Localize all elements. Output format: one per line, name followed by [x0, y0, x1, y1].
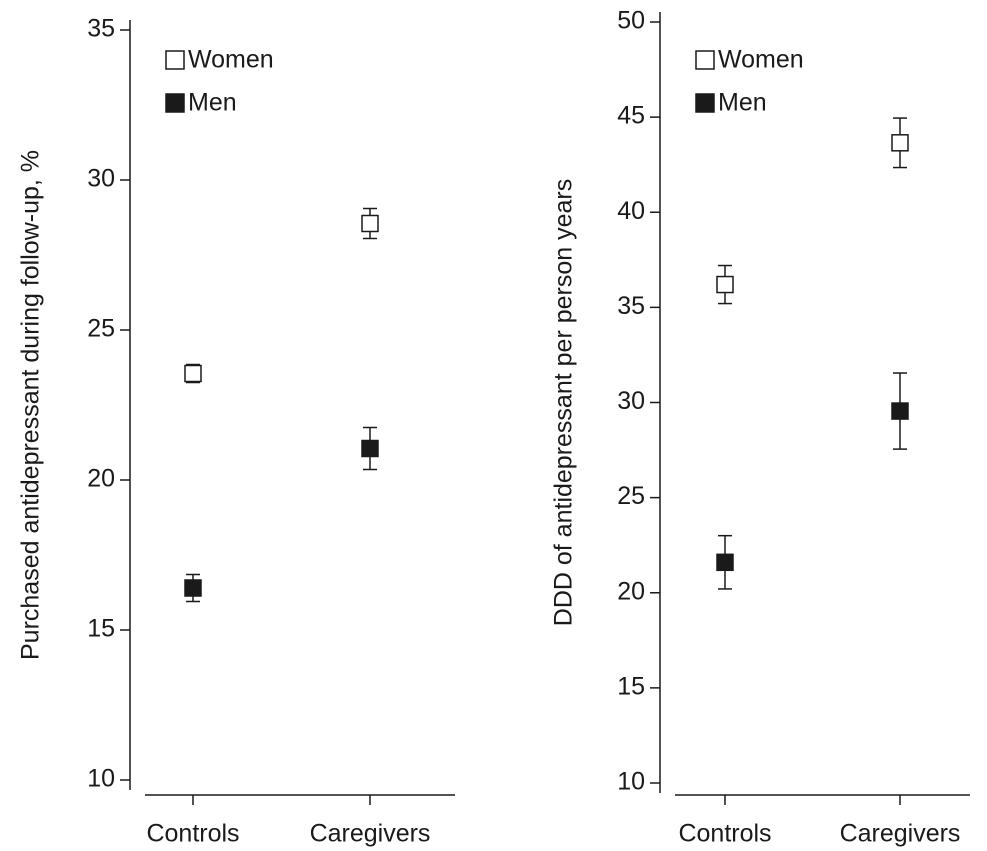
y-axis-title: DDD of antidepressant per person years	[550, 179, 578, 626]
marker	[184, 579, 202, 597]
marker	[361, 214, 379, 233]
x-tick-label: Controls	[146, 820, 239, 848]
y-axis-title: Purchased antidepressant during follow-u…	[17, 150, 45, 660]
legend-marker	[695, 50, 715, 70]
x-tick-label: Controls	[678, 820, 771, 848]
legend-marker	[165, 93, 185, 113]
y-tick-label: 10	[617, 768, 645, 796]
y-tick-label: 15	[87, 615, 115, 643]
legend-marker	[165, 50, 185, 70]
y-tick-label: 30	[617, 387, 645, 415]
y-tick-label: 40	[617, 197, 645, 225]
legend-label: Men	[188, 89, 237, 117]
marker	[716, 275, 734, 294]
marker	[891, 134, 909, 152]
y-tick-label: 20	[617, 577, 645, 605]
y-tick-label: 10	[87, 765, 115, 793]
y-tick-label: 45	[617, 102, 645, 130]
legend-label: Men	[718, 89, 767, 117]
y-tick-label: 30	[87, 165, 115, 193]
y-tick-label: 50	[617, 7, 645, 35]
marker	[891, 402, 909, 420]
marker	[184, 364, 202, 383]
y-tick-label: 20	[87, 465, 115, 493]
x-tick-label: Caregivers	[310, 820, 431, 848]
y-tick-label: 25	[87, 315, 115, 343]
y-tick-label: 25	[617, 482, 645, 510]
y-tick-label: 35	[87, 15, 115, 43]
x-tick-label: Caregivers	[840, 820, 961, 848]
y-tick-label: 35	[617, 292, 645, 320]
marker	[716, 553, 734, 572]
legend-label: Women	[718, 46, 804, 74]
legend-label: Women	[188, 46, 274, 74]
marker	[361, 439, 379, 458]
legend-marker	[695, 93, 715, 113]
y-tick-label: 15	[617, 672, 645, 700]
